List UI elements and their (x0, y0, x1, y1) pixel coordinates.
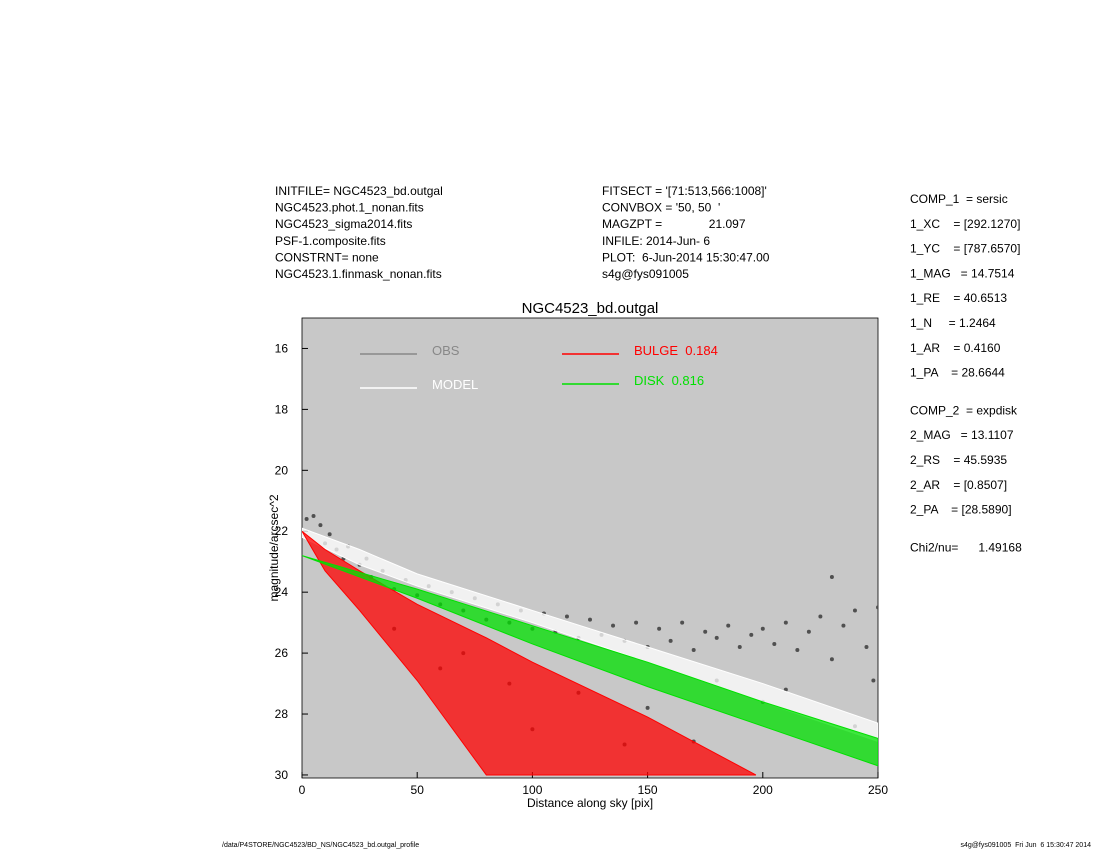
legend-label: MODEL (432, 377, 478, 392)
x-tick-label: 150 (638, 783, 658, 797)
obs-point (668, 638, 673, 643)
fit-parameter: Chi2/nu= 1.49168 (910, 540, 1022, 554)
x-axis-label: Distance along sky [pix] (527, 796, 653, 810)
y-tick-label: 26 (275, 646, 289, 660)
obs-point (327, 532, 332, 537)
obs-point (795, 648, 800, 653)
plot-marks (302, 514, 878, 776)
obs-point (311, 514, 316, 519)
obs-point (841, 623, 846, 628)
header-left-line: INITFILE= NGC4523_bd.outgal (275, 184, 443, 198)
legend-label: DISK 0.816 (634, 373, 704, 388)
fit-parameter: 1_PA = 28.6644 (910, 366, 1005, 380)
x-tick-label: 100 (522, 783, 542, 797)
band-2 (302, 530, 757, 776)
obs-point (634, 620, 639, 625)
band-1 (302, 527, 878, 742)
header-left-line: NGC4523.phot.1_nonan.fits (275, 201, 424, 215)
obs-point (871, 678, 876, 683)
fit-parameter: 2_RS = 45.5935 (910, 453, 1007, 467)
obs-point (760, 626, 765, 631)
x-tick-label: 250 (868, 783, 888, 797)
obs-point (864, 645, 869, 650)
fit-parameter: 1_N = 1.2464 (910, 316, 996, 330)
obs-point (772, 641, 777, 646)
obs-point (737, 645, 742, 650)
fit-parameter: 1_AR = 0.4160 (910, 341, 1001, 355)
legend-label: OBS (432, 343, 460, 358)
fit-parameter: 2_PA = [28.5890] (910, 503, 1012, 517)
y-tick-label: 20 (275, 463, 289, 477)
header-middle-line: INFILE: 2014-Jun- 6 (602, 234, 710, 248)
obs-point (829, 574, 834, 579)
obs-point (726, 623, 731, 628)
obs-point (588, 617, 592, 622)
header-middle-line: CONVBOX = '50, 50 ' (602, 201, 720, 215)
fit-parameter: 1_RE = 40.6513 (910, 291, 1007, 305)
obs-point (564, 614, 569, 619)
fit-parameter: COMP_2 = expdisk (910, 403, 1018, 417)
obs-point (703, 629, 708, 634)
y-tick-label: 28 (275, 707, 289, 721)
obs-point (852, 608, 857, 613)
header-middle-line: PLOT: 6-Jun-2014 15:30:47.00 (602, 250, 770, 264)
fit-parameter: 1_XC = [292.1270] (910, 217, 1020, 231)
header-left-line: NGC4523.1.finmask_nonan.fits (275, 267, 442, 281)
obs-point (318, 523, 323, 528)
obs-point (680, 620, 685, 625)
header-left-line: PSF-1.composite.fits (275, 234, 386, 248)
fit-parameter: 2_MAG = 13.1107 (910, 428, 1014, 442)
header-middle-line: FITSECT = '[71:513,566:1008]' (602, 184, 767, 198)
fit-parameter: 1_YC = [787.6570] (910, 242, 1020, 256)
y-tick-label: 30 (275, 768, 289, 782)
x-tick-label: 200 (753, 783, 773, 797)
legend-label: BULGE 0.184 (634, 343, 718, 358)
obs-point (611, 623, 616, 628)
header-left-line: CONSTRNT= none (275, 250, 379, 264)
obs-point (783, 620, 788, 625)
y-axis-label: magnitude/arcsec^2 (267, 494, 281, 601)
footer-path: /data/P4STORE/NGC4523/BD_NS/NGC4523_bd.o… (222, 842, 419, 849)
fit-parameter: 2_AR = [0.8507] (910, 478, 1007, 492)
obs-point (714, 635, 719, 640)
obs-point (645, 705, 650, 710)
header-left-line: NGC4523_sigma2014.fits (275, 217, 412, 231)
header-middle-line: s4g@fys091005 (602, 267, 689, 281)
footer-stamp: s4g@fys091005 Fri Jun 6 15:30:47 2014 (961, 842, 1092, 849)
obs-point (806, 629, 811, 634)
band-3 (302, 555, 878, 767)
obs-point (657, 626, 662, 631)
chart-title: NGC4523_bd.outgal (522, 300, 659, 317)
header-middle-line: MAGZPT = 21.097 (602, 217, 746, 231)
fit-parameter: 1_MAG = 14.7514 (910, 266, 1015, 280)
y-tick-label: 24 (275, 585, 289, 599)
fit-parameter: COMP_1 = sersic (910, 192, 1008, 206)
y-tick-label: 18 (275, 402, 289, 416)
obs-point (876, 605, 878, 610)
obs-point (691, 648, 696, 653)
obs-point (304, 517, 309, 522)
x-tick-label: 0 (299, 783, 306, 797)
obs-point (749, 632, 754, 637)
y-tick-label: 22 (275, 524, 289, 538)
y-tick-label: 16 (275, 341, 289, 355)
x-tick-label: 50 (411, 783, 425, 797)
obs-point (818, 614, 823, 619)
obs-point (829, 657, 834, 662)
